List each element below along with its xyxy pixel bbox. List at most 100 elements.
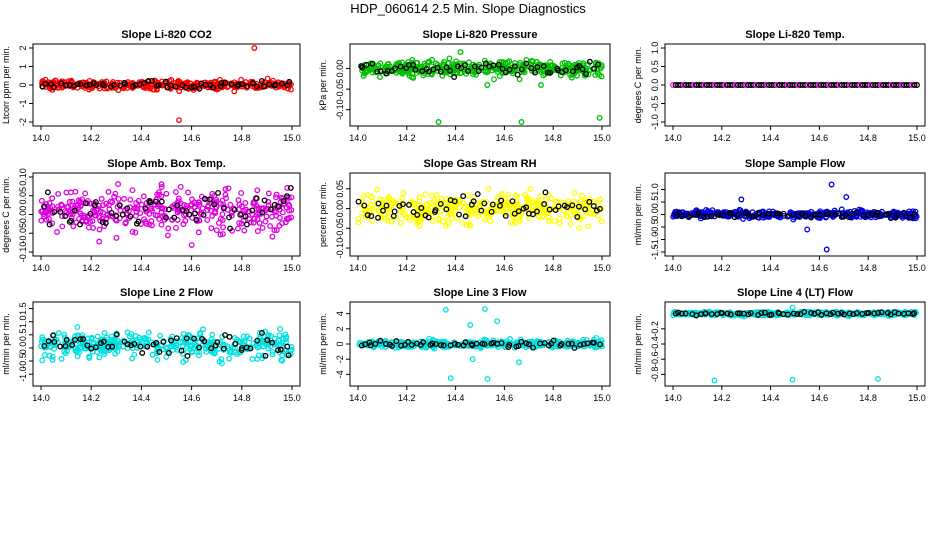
data-point-black	[375, 214, 381, 221]
data-point-black	[458, 65, 465, 71]
x-tick-label: 14.6	[183, 393, 201, 403]
data-point-black	[196, 85, 203, 92]
data-point-black	[243, 221, 250, 228]
data-point-black	[596, 205, 603, 212]
data-point	[355, 215, 362, 222]
x-tick-label: 14.2	[398, 263, 416, 273]
data-point	[556, 215, 563, 222]
data-point-black	[451, 198, 458, 205]
data-point	[482, 216, 488, 223]
data-point-black	[131, 340, 138, 347]
data-point-black	[272, 81, 279, 88]
data-point-black	[591, 65, 598, 72]
data-point	[48, 209, 55, 216]
data-point-black	[264, 337, 271, 344]
x-tick-label: 14.0	[349, 133, 367, 143]
x-tick-label: 15.0	[908, 393, 926, 403]
data-point-black	[736, 211, 743, 218]
data-point-black	[275, 347, 281, 354]
data-point	[209, 213, 216, 219]
data-point-black	[372, 340, 379, 347]
data-point-black	[184, 353, 191, 359]
data-point	[94, 333, 101, 340]
data-point-black	[232, 340, 239, 347]
data-point-black	[511, 210, 518, 217]
data-point-black	[443, 206, 450, 213]
data-point	[565, 198, 572, 205]
data-point-black	[142, 205, 149, 212]
data-point-black	[160, 338, 167, 345]
panel-title: Slope Line 4 (LT) Flow	[737, 287, 853, 299]
data-point-black	[825, 210, 832, 217]
data-point-black	[502, 69, 509, 76]
data-point-black	[514, 71, 521, 78]
data-point	[194, 80, 201, 87]
x-tick-label: 14.8	[859, 133, 877, 143]
data-point	[568, 74, 575, 81]
data-point	[580, 200, 587, 207]
data-point	[466, 221, 473, 228]
data-point	[164, 348, 171, 355]
y-tick-label: 4	[335, 311, 345, 316]
data-point-black	[168, 337, 174, 344]
data-point	[43, 216, 50, 223]
x-tick-label: 14.4	[762, 393, 780, 403]
data-point	[101, 329, 108, 336]
data-point-black	[886, 210, 893, 217]
data-point-black	[259, 330, 265, 336]
y-tick-label: 0	[335, 341, 345, 346]
data-point	[122, 219, 129, 226]
data-point	[723, 209, 730, 216]
data-point	[475, 213, 482, 220]
data-point-black	[414, 211, 421, 218]
data-point	[61, 331, 68, 338]
x-tick-label: 15.0	[593, 393, 611, 403]
data-point	[184, 340, 191, 347]
data-point-black	[579, 66, 586, 73]
data-point	[188, 201, 195, 208]
data-point	[158, 209, 165, 215]
y-tick-label: -0.5	[650, 219, 660, 235]
data-point	[219, 231, 226, 238]
data-point-black	[165, 350, 172, 356]
data-point-black	[137, 343, 144, 350]
data-point	[534, 203, 541, 210]
data-point	[554, 338, 560, 345]
data-point	[242, 200, 249, 206]
data-point	[587, 196, 593, 203]
data-point-black	[242, 213, 249, 220]
data-point	[72, 348, 79, 354]
data-point-black	[69, 342, 76, 348]
data-point	[429, 192, 435, 199]
data-point	[446, 55, 453, 62]
x-tick-label: 14.8	[233, 393, 251, 403]
data-point	[158, 181, 165, 188]
panel-title: Slope Line 2 Flow	[120, 287, 213, 299]
data-point-black	[100, 338, 107, 345]
data-point-black	[41, 343, 48, 349]
data-point	[39, 334, 46, 341]
data-point	[766, 208, 773, 215]
data-point-black	[383, 202, 390, 209]
data-point	[373, 186, 380, 193]
data-point-black	[287, 184, 294, 191]
data-point-black	[152, 198, 159, 205]
data-point-black	[911, 310, 917, 316]
data-point	[69, 198, 76, 205]
data-point-black	[258, 78, 265, 84]
data-point-black	[907, 214, 914, 221]
data-point	[284, 184, 291, 191]
plot-frame	[32, 301, 301, 387]
data-point-black	[369, 60, 376, 67]
panel-title: Slope Li-820 CO2	[121, 29, 211, 41]
data-point-black	[597, 341, 603, 348]
data-point-black	[196, 344, 203, 351]
y-axis-label: degrees C per min.	[633, 47, 643, 124]
x-tick-label: 14.2	[398, 133, 416, 143]
data-point-black	[835, 310, 842, 317]
panel-9: Slope Line 4 (LT) Flow 14.0 14.2 14.4 14.6 14…	[633, 287, 926, 403]
data-point-black	[744, 211, 751, 218]
data-point-black	[731, 214, 738, 221]
data-point	[249, 356, 256, 363]
data-point	[434, 61, 441, 68]
